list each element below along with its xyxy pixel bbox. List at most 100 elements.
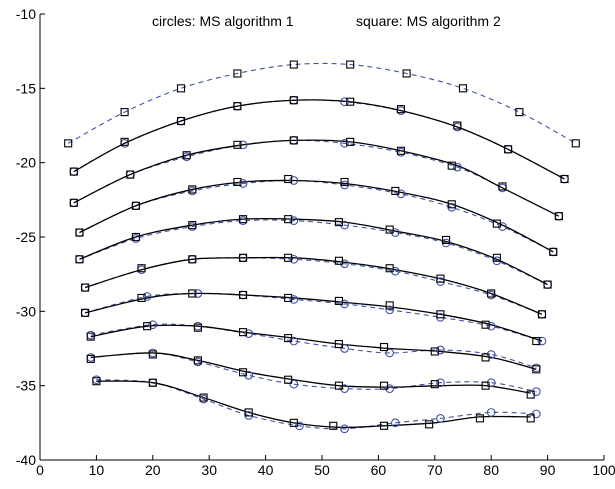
- top-square-marker: [289, 60, 298, 69]
- square-marker: [526, 414, 535, 423]
- circle-marker: [289, 379, 299, 389]
- square-marker: [188, 289, 197, 298]
- dashed-curve-4: [79, 219, 548, 286]
- solid-curve-2: [73, 139, 560, 217]
- square-marker: [86, 332, 95, 341]
- square-marker: [492, 219, 501, 228]
- circle-marker: [289, 295, 299, 304]
- square-marker: [233, 102, 242, 111]
- solid-curve-7: [90, 324, 537, 370]
- square-marker: [334, 218, 343, 227]
- square-marker: [137, 293, 146, 303]
- solid-curve-8: [90, 352, 531, 394]
- square-marker: [554, 212, 563, 221]
- square-marker: [385, 264, 394, 273]
- square-marker: [148, 350, 157, 359]
- x-tick-label: 20: [145, 462, 161, 478]
- circle-marker: [238, 140, 248, 150]
- circle-marker: [486, 408, 496, 417]
- square-marker: [447, 161, 456, 170]
- circle-marker: [340, 97, 349, 107]
- square-marker: [284, 293, 293, 303]
- x-tick-label: 60: [371, 462, 387, 478]
- square-marker: [289, 96, 298, 105]
- square-marker: [385, 301, 394, 310]
- y-tick-label: -25: [16, 229, 36, 245]
- square-marker: [396, 146, 406, 155]
- x-tick-label: 80: [483, 462, 499, 478]
- circle-marker: [340, 344, 349, 353]
- square-marker: [289, 418, 298, 427]
- square-marker: [391, 186, 400, 195]
- circle-marker: [531, 409, 541, 419]
- square-marker: [481, 381, 490, 390]
- square-marker: [442, 235, 451, 245]
- square-marker: [475, 414, 484, 423]
- circle-marker: [340, 138, 349, 148]
- square-marker: [131, 201, 140, 210]
- dashed-curve-7: [90, 323, 537, 369]
- square-marker: [233, 140, 242, 149]
- square-marker: [481, 320, 490, 329]
- circle-marker: [289, 254, 299, 264]
- square-marker: [334, 256, 343, 265]
- circle-marker: [436, 414, 445, 423]
- x-tick-label: 0: [36, 462, 44, 478]
- square-marker: [436, 310, 445, 319]
- curves-layer: [67, 62, 577, 430]
- solid-curve-4: [79, 217, 548, 286]
- square-marker: [379, 421, 389, 430]
- square-marker: [430, 380, 439, 389]
- circle-marker: [289, 176, 299, 185]
- annotation-squares: square: MS algorithm 2: [356, 13, 501, 29]
- square-marker: [498, 182, 507, 191]
- circle-marker: [436, 378, 445, 388]
- square-marker: [69, 198, 78, 207]
- circle-marker: [244, 329, 254, 338]
- square-marker: [86, 354, 95, 363]
- square-marker: [238, 290, 248, 300]
- square-marker: [75, 228, 84, 237]
- square-marker: [425, 420, 434, 429]
- circle-marker: [340, 424, 349, 434]
- top-square-marker: [346, 60, 355, 69]
- circle-marker: [385, 348, 395, 358]
- square-marker: [238, 368, 248, 377]
- square-marker: [182, 151, 191, 160]
- square-marker: [188, 255, 197, 264]
- circle-marker: [543, 280, 552, 289]
- square-marker: [238, 328, 248, 337]
- dashed-curve-6: [84, 292, 543, 342]
- circle-marker: [193, 289, 203, 298]
- dashed-curve-8: [90, 352, 537, 393]
- square-marker: [334, 381, 343, 390]
- square-marker: [92, 377, 101, 386]
- square-marker: [334, 296, 343, 305]
- square-marker: [81, 283, 90, 292]
- square-marker: [238, 253, 248, 262]
- markers-layer: [64, 60, 580, 434]
- square-marker: [340, 177, 349, 187]
- square-marker: [504, 145, 513, 154]
- x-tick-label: 10: [89, 462, 105, 478]
- solid-curve-1: [73, 99, 565, 180]
- top-square-marker: [571, 139, 580, 148]
- top-square-marker: [402, 69, 411, 78]
- square-marker: [284, 375, 293, 384]
- square-marker: [244, 408, 253, 417]
- circle-marker: [148, 320, 158, 330]
- square-marker: [436, 274, 445, 283]
- square-marker: [453, 121, 462, 130]
- dashed-curve-2: [73, 139, 560, 217]
- square-marker: [346, 137, 355, 146]
- square-marker: [284, 174, 293, 184]
- circle-marker: [385, 305, 395, 315]
- y-tick-label: -20: [16, 155, 36, 171]
- square-marker: [329, 421, 338, 430]
- square-marker: [193, 356, 202, 365]
- square-marker: [532, 365, 541, 374]
- circle-marker: [75, 228, 84, 237]
- square-marker: [526, 390, 535, 399]
- circle-marker: [390, 418, 400, 428]
